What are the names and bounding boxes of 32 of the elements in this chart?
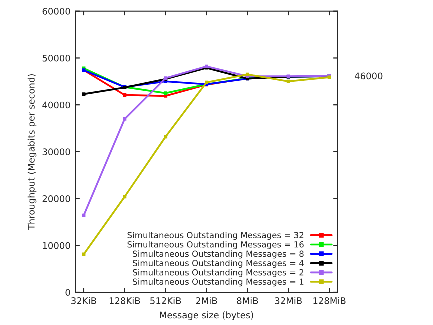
point (164, 92, 168, 96)
x-tick-label: 32MiB (275, 297, 302, 304)
x-tick-label: 32KiB (72, 297, 96, 304)
x-tick-label: 8MiB (237, 297, 258, 304)
y-axis-title: Throughput (Megabits per second) (28, 74, 37, 230)
point (123, 117, 127, 121)
point (82, 92, 86, 96)
legend-label: Simultaneous Outstanding Messages = 1 (133, 278, 304, 287)
x-axis-title: Message size (bytes) (160, 312, 254, 320)
y-tick-label: 50000 (42, 54, 70, 62)
point (286, 80, 290, 84)
point (123, 195, 127, 199)
y-tick-label: 40000 (42, 102, 70, 109)
point (82, 252, 86, 256)
legend-label: Simultaneous Outstanding Messages = 32 (128, 232, 304, 240)
point (82, 214, 86, 218)
legend-label: Simultaneous Outstanding Messages = 8 (133, 250, 304, 259)
y-tick-label: 0 (66, 289, 70, 296)
y-tick-label: 30000 (42, 148, 70, 156)
x-tick-label: 512KiB (150, 297, 182, 304)
x-tick-label: 128MiB (314, 297, 346, 304)
annotation: 46000 (354, 72, 383, 80)
x-tick-label: 2MiB (196, 297, 218, 304)
legend-label: Simultaneous Outstanding Messages = 16 (128, 241, 304, 250)
x-tick-label: 128KiB (110, 297, 140, 304)
point (164, 135, 168, 139)
y-tick-label: 20000 (42, 196, 70, 202)
y-tick-label: 10000 (43, 242, 70, 250)
legend-label: Simultaneous Outstanding Messages = 2 (133, 269, 304, 278)
point (123, 94, 127, 97)
legend-label: Simultaneous Outstanding Messages = 4 (133, 260, 304, 268)
y-tick-label: 60000 (42, 8, 70, 15)
